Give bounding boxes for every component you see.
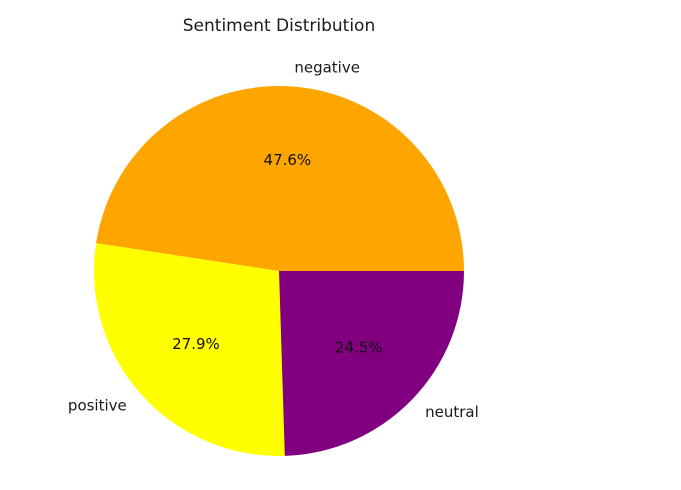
slice-pct-negative: 47.6%	[264, 151, 312, 169]
pie-labels: negative 47.6% positive 27.9% neutral 24.5%	[68, 59, 479, 422]
slice-pct-positive: 27.9%	[172, 335, 220, 353]
slice-label-positive: positive	[68, 397, 127, 415]
slice-pct-neutral: 24.5%	[335, 339, 383, 357]
pie-slices	[94, 86, 464, 457]
pie-slice-positive	[94, 243, 285, 457]
pie-slice-neutral	[279, 271, 464, 456]
slice-label-neutral: neutral	[425, 403, 479, 421]
chart-title: Sentiment Distribution	[183, 16, 375, 36]
slice-label-negative: negative	[294, 59, 360, 77]
pie-slice-negative	[96, 86, 464, 272]
